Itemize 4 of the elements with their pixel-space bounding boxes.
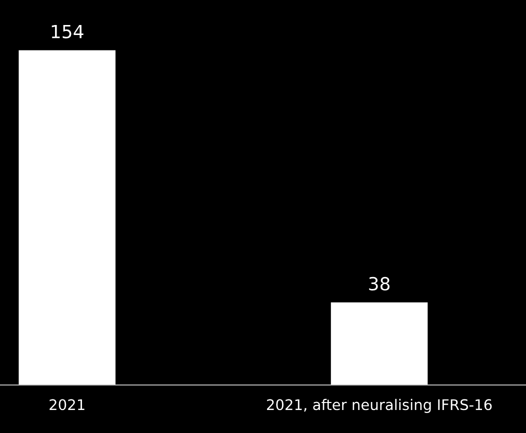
data-label: 38 [369, 276, 390, 291]
x-tick-label: 2021 [50, 399, 84, 410]
data-label: 154 [52, 24, 84, 38]
x-tick-label: 2021, after neuralising IFRS-16 [267, 398, 492, 414]
